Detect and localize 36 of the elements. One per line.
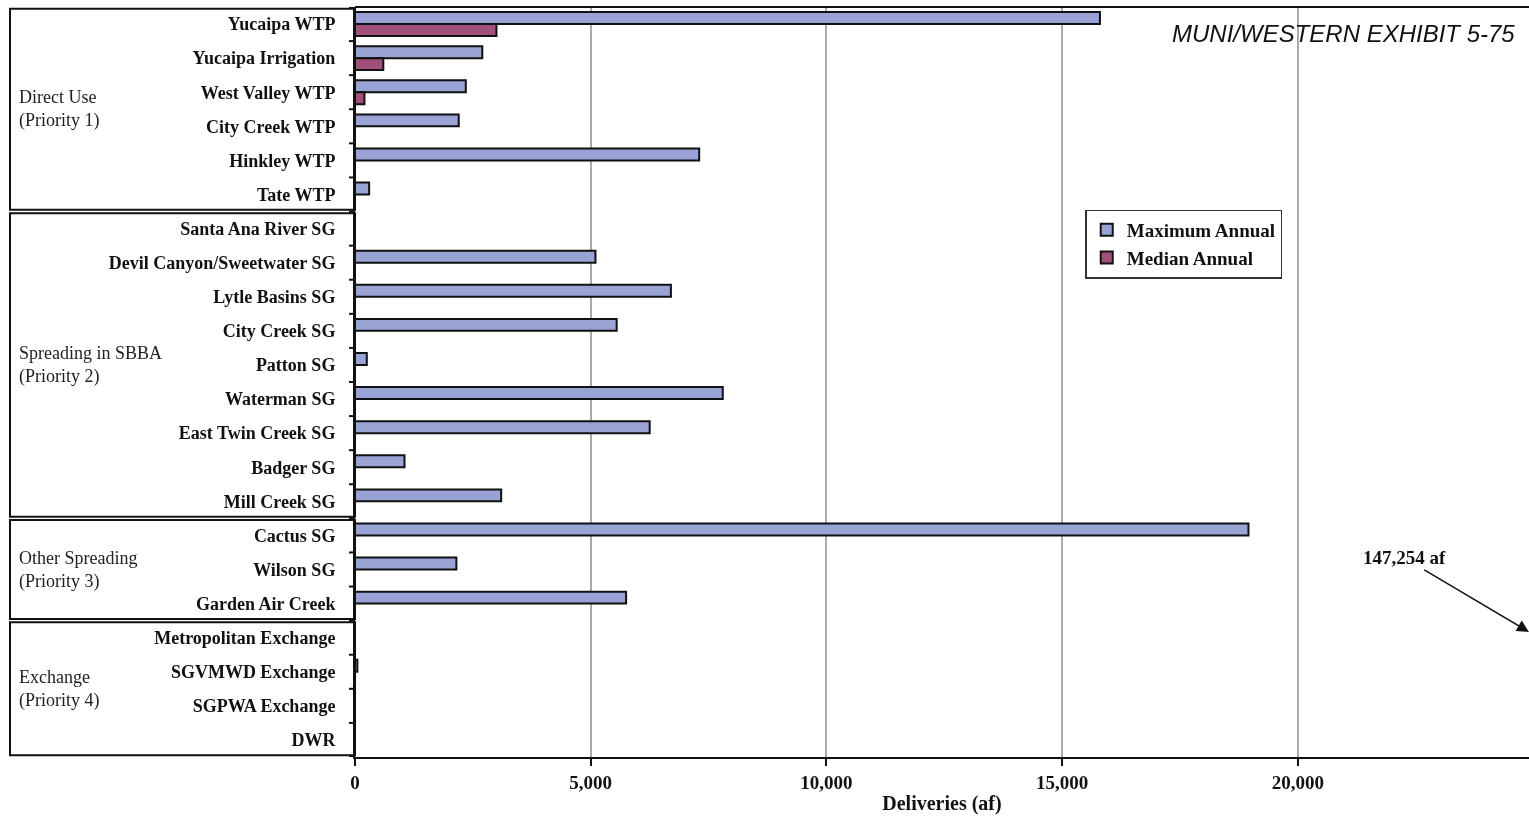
legend-label: Median Annual	[1126, 247, 1253, 269]
y-tick-label: Yucaipa WTP	[227, 14, 336, 35]
y-tick-label: West Valley WTP	[200, 82, 336, 103]
y-tick-label: Mill Creek SG	[223, 491, 336, 512]
y-tick-label: Lytle Basins SG	[213, 287, 336, 308]
x-tick-label: 20,000	[1271, 771, 1325, 793]
y-tick-label: Patton SG	[255, 355, 336, 376]
y-tick-label: Devil Canyon/Sweetwater SG	[108, 252, 336, 273]
text: Spreading in SBBA (Priority 2)	[19, 343, 163, 388]
text: 147,254 af	[1363, 547, 1446, 568]
y-tick-label: East Twin Creek SG	[178, 423, 336, 444]
text: Other Spreading (Priority 3)	[19, 548, 138, 593]
y-tick-label: Santa Ana River SG	[180, 218, 336, 239]
y-tick-label: Cactus SG	[253, 525, 336, 546]
y-tick-label: Metropolitan Exchange	[154, 627, 336, 648]
y-tick-label: City Creek SG	[222, 321, 336, 342]
y-tick-label: SGPWA Exchange	[192, 696, 336, 717]
x-tick-label: 15,000	[1036, 771, 1089, 793]
y-tick-label: Badger SG	[251, 457, 336, 478]
y-tick-label: SGVMWD Exchange	[170, 662, 336, 683]
y-tick-label: Waterman SG	[224, 389, 336, 410]
y-tick-label: DWR	[291, 730, 337, 751]
y-tick-label: Hinkley WTP	[229, 150, 336, 171]
x-tick-label: 10,000	[800, 771, 853, 793]
y-tick-label: Wilson SG	[253, 559, 336, 580]
y-tick-label: Garden Air Creek	[196, 593, 336, 614]
x-tick-label: 5,000	[569, 771, 613, 793]
text: Direct Use (Priority 1)	[19, 87, 100, 132]
y-tick-label: Tate WTP	[256, 184, 336, 205]
x-axis-title: Deliveries (af)	[882, 791, 1002, 815]
annotation: MUNI/WESTERN EXHIBIT 5-75	[1172, 20, 1516, 47]
x-tick-label: 0	[350, 771, 360, 793]
legend-label: Maximum Annual	[1126, 220, 1276, 242]
y-tick-label: City Creek WTP	[206, 116, 336, 137]
y-tick-label: Yucaipa Irrigation	[192, 48, 336, 69]
text: Exchange (Priority 4)	[19, 667, 100, 712]
